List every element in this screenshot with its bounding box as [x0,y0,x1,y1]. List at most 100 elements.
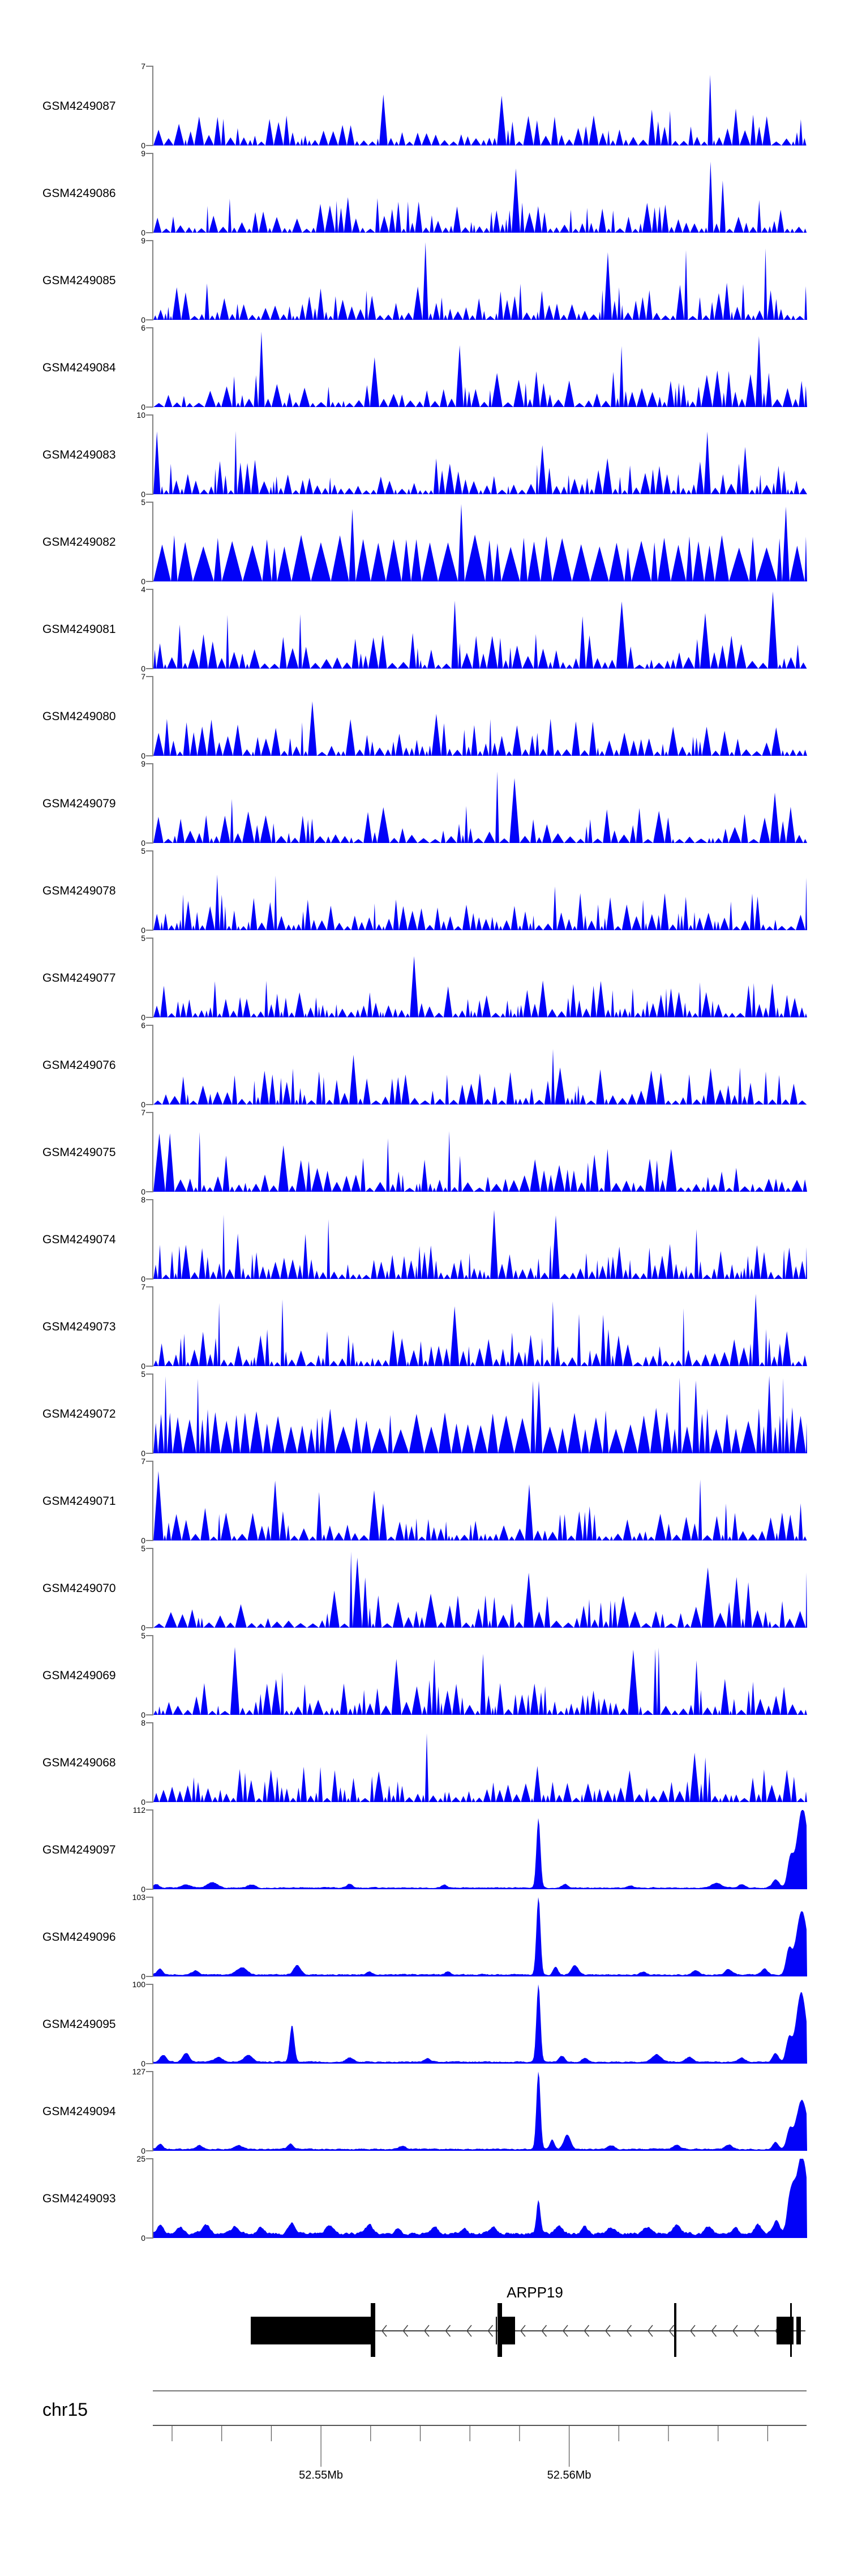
track-label: GSM4249079 [42,797,116,810]
signal-area [153,2072,807,2151]
y-axis [146,414,153,495]
track-row: GSM4249077 5 0 [42,934,807,1022]
track-row: GSM4249068 8 0 [42,1718,807,1807]
y-axis [146,850,153,931]
track-row: GSM4249075 7 0 [42,1108,807,1196]
y-axis [146,1635,153,1715]
y-axis [146,327,153,408]
y-axis-max-label: 25 [136,2154,145,2163]
signal-area [153,771,807,843]
strand-arrow-left-icon [626,2325,632,2337]
signal-area [153,331,807,407]
signal-area [153,1647,807,1715]
track-label: GSM4249077 [42,972,116,985]
strand-arrow-left-icon [381,2325,387,2337]
y-axis-zero-label: 0 [141,1710,145,1719]
y-axis-max-label: 7 [141,672,145,681]
track-label: GSM4249071 [42,1495,116,1508]
track-row: GSM4249083 10 0 [42,410,807,499]
strand-arrow-left-icon [487,2325,494,2337]
signal-area [153,874,807,930]
track-row: GSM4249071 7 0 [42,1457,807,1545]
y-axis-max-label: 9 [141,149,145,158]
y-axis-max-label: 7 [141,62,145,71]
y-axis-zero-label: 0 [141,1623,145,1632]
y-axis [146,763,153,844]
y-axis [146,1112,153,1192]
track-row: GSM4249080 7 0 [42,672,807,760]
y-axis [146,1461,153,1541]
strand-arrow-left-icon [520,2325,526,2337]
y-axis [146,589,153,669]
strand-arrow-left-icon [647,2325,653,2337]
signal-area [153,2159,807,2238]
strand-arrow-left-icon [402,2325,409,2337]
strand-arrow-left-icon [689,2325,696,2337]
y-axis-max-label: 5 [141,1544,145,1553]
track-row: GSM4249082 5 0 [42,498,807,586]
track-label: GSM4249078 [42,884,116,897]
y-axis [146,1809,153,1890]
y-axis [146,1025,153,1105]
track-label: GSM4249076 [42,1059,116,1072]
strand-arrow-left-icon [541,2325,547,2337]
track-label: GSM4249073 [42,1320,116,1333]
track-row: GSM4249078 5 0 [42,846,807,935]
track-label: GSM4249074 [42,1233,116,1246]
signal-area [153,1897,807,1976]
y-axis-zero-label: 0 [141,228,145,237]
y-axis-zero-label: 0 [141,838,145,848]
strand-arrow-left-icon [732,2325,738,2337]
y-axis-zero-label: 0 [141,1187,145,1196]
y-axis-max-label: 4 [141,585,145,594]
y-axis-zero-label: 0 [141,1449,145,1458]
y-axis-max-label: 5 [141,498,145,507]
y-axis [146,2071,153,2151]
track-label: GSM4249072 [42,1407,116,1420]
track-row: GSM4249085 9 0 [42,236,807,324]
track-row: GSM4249086 9 0 [42,149,807,237]
y-axis-zero-label: 0 [141,926,145,935]
track-label: GSM4249068 [42,1756,116,1769]
y-axis-zero-label: 0 [141,2059,145,2068]
track-label: GSM4249085 [42,274,116,287]
y-axis-max-label: 100 [132,1980,146,1989]
y-axis-max-label: 5 [141,934,145,943]
y-axis-zero-label: 0 [141,1972,145,1981]
track-row: GSM4249070 5 0 [42,1544,807,1632]
track-label: GSM4249084 [42,361,116,374]
y-axis-max-label: 7 [141,1108,145,1117]
track-label: GSM4249070 [42,1582,116,1595]
track-row: GSM4249087 7 0 [42,62,807,150]
track-label: GSM4249096 [42,1931,116,1944]
signal-area [153,1733,807,1802]
y-axis [146,1897,153,1977]
track-row: GSM4249096 103 0 [42,1893,807,1981]
y-axis-max-label: 6 [141,1021,145,1030]
signal-area [153,1551,807,1628]
y-axis-zero-label: 0 [141,315,145,324]
gene-name-label: ARPP19 [507,2284,563,2301]
signal-area [153,956,807,1017]
track-label: GSM4249097 [42,1843,116,1856]
y-axis [146,240,153,320]
y-axis-zero-label: 0 [141,1100,145,1109]
signal-area [153,1294,807,1366]
chromosome-label: chr15 [42,2399,88,2420]
gene-exon-boundary-bar [498,2303,502,2357]
y-axis-max-label: 10 [136,410,145,420]
y-axis-max-label: 7 [141,1282,145,1291]
y-axis [146,1286,153,1367]
track-label: GSM4249086 [42,187,116,200]
gene-track: ARPP19 [251,2284,805,2357]
y-axis-zero-label: 0 [141,403,145,412]
y-axis [146,2158,153,2239]
y-axis-max-label: 5 [141,846,145,855]
track-row: GSM4249081 4 0 [42,585,807,673]
y-axis [146,676,153,756]
track-row: GSM4249084 6 0 [42,323,807,412]
y-axis-max-label: 9 [141,236,145,245]
y-axis-max-label: 6 [141,323,145,332]
signal-area [153,1471,807,1541]
